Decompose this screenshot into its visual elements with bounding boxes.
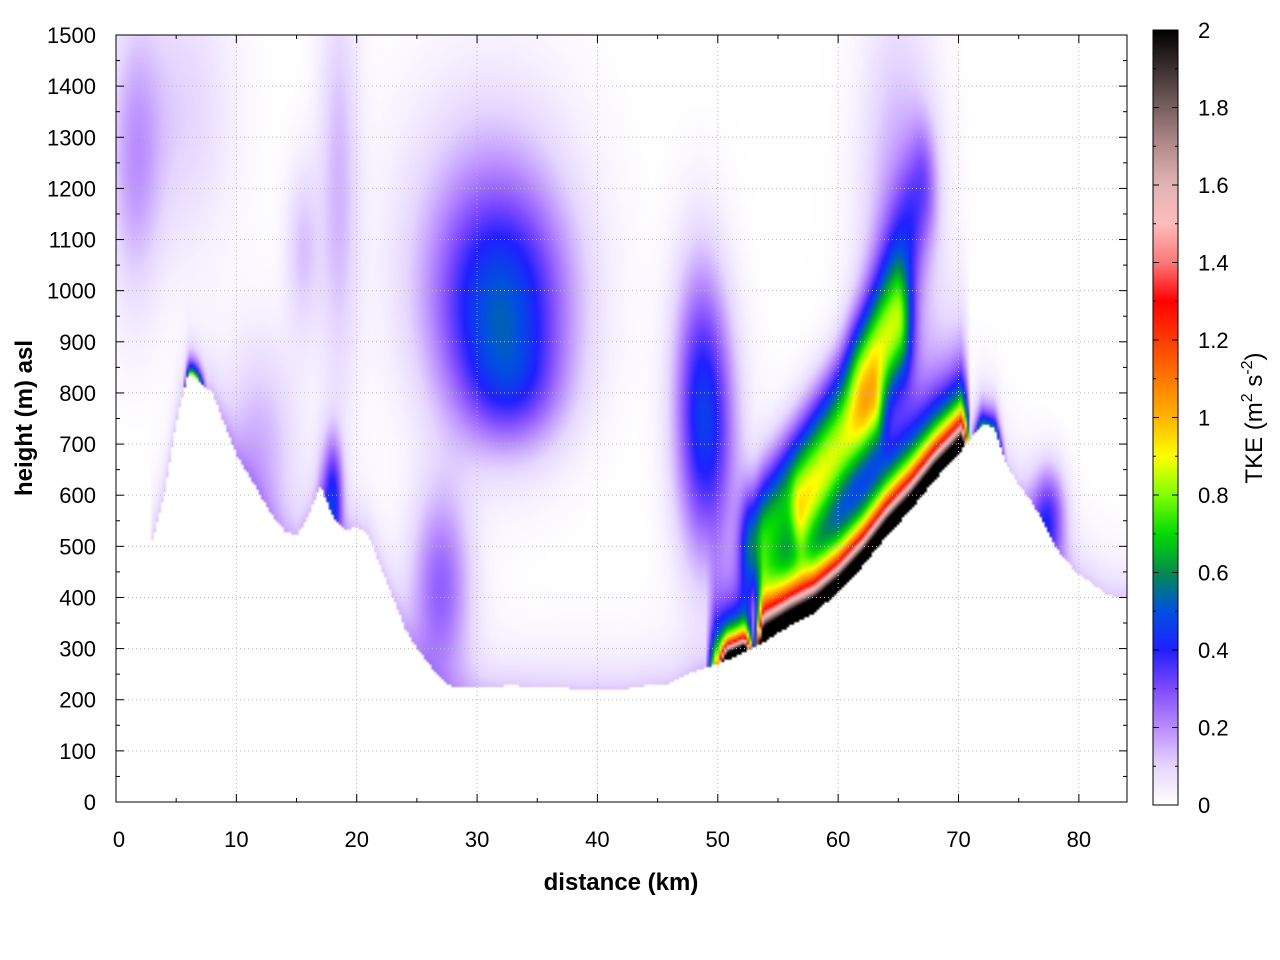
x-tick-label: 80: [1067, 827, 1091, 852]
heatmap-field: [116, 35, 1127, 802]
y-tick-label: 700: [59, 432, 96, 457]
y-tick-label: 400: [59, 585, 96, 610]
colorbar-tick-label: 0: [1198, 793, 1210, 818]
x-axis-ticks: 0 10 20 30 40 50 60 70 80: [113, 35, 1091, 852]
y-tick-label: 0: [84, 790, 96, 815]
colorbar-tick-label: 0.8: [1198, 483, 1229, 508]
colorbar-title-sup1: 2: [1239, 393, 1256, 402]
x-tick-label: 60: [826, 827, 850, 852]
colorbar-tick-label: 1.4: [1198, 251, 1229, 276]
y-tick-label: 300: [59, 637, 96, 662]
colorbar-title-sup2: -2: [1239, 360, 1256, 374]
x-tick-label: 10: [224, 827, 248, 852]
y-tick-label: 200: [59, 688, 96, 713]
y-tick-label: 1100: [49, 228, 96, 253]
colorbar-title-end: ): [1241, 352, 1268, 360]
y-tick-label: 1000: [47, 279, 96, 304]
y-tick-label: 1500: [47, 23, 96, 48]
y-tick-label: 800: [59, 381, 96, 406]
colorbar: 00.20.40.60.811.21.41.61.82 TKE (m2 s-2): [1152, 18, 1268, 818]
colorbar-title: TKE (m2 s-2): [1239, 352, 1268, 483]
colorbar-ticks: 0 0.2 0.4 0.6 0.8 1 1.2 1.4 1.6 1.8 2: [1153, 18, 1229, 818]
colorbar-tick-label: 0.6: [1198, 561, 1229, 586]
x-tick-label: 50: [706, 827, 730, 852]
x-tick-label: 70: [946, 827, 970, 852]
grid-lines: [116, 35, 1127, 802]
colorbar-tick-label: 0.2: [1198, 716, 1229, 741]
plot-area: 0 10 20 30 40 50 60 70 80 0 100 200 300 400 500 600 700…: [47, 23, 1128, 852]
x-tick-label: 40: [585, 827, 609, 852]
y-axis-title: height (m) asl: [11, 340, 38, 496]
colorbar-tick-label: 1.8: [1198, 96, 1229, 121]
colorbar-title-base: TKE (m: [1241, 402, 1268, 483]
y-tick-label: 1200: [47, 176, 96, 201]
colorbar-tick-label: 1: [1198, 406, 1210, 431]
colorbar-tick-label: 2: [1198, 18, 1210, 43]
colorbar-tick-label: 0.4: [1198, 638, 1229, 663]
y-tick-label: 1400: [47, 74, 96, 99]
colorbar-title-mid: s: [1241, 375, 1268, 394]
y-tick-label: 100: [59, 739, 96, 764]
x-tick-label: 30: [465, 827, 489, 852]
colorbar-tick-label: 1.2: [1198, 328, 1229, 353]
y-tick-label: 1300: [47, 125, 96, 150]
x-tick-label: 0: [113, 827, 125, 852]
colorbar-tick-label: 1.6: [1198, 173, 1229, 198]
x-axis-title: distance (km): [544, 869, 699, 896]
x-tick-label: 20: [344, 827, 368, 852]
y-tick-label: 600: [59, 483, 96, 508]
y-axis-ticks: 0 100 200 300 400 500 600 700 800 900 1000 1100 1200…: [47, 23, 1127, 815]
y-tick-label: 900: [59, 330, 96, 355]
y-tick-label: 500: [59, 534, 96, 559]
